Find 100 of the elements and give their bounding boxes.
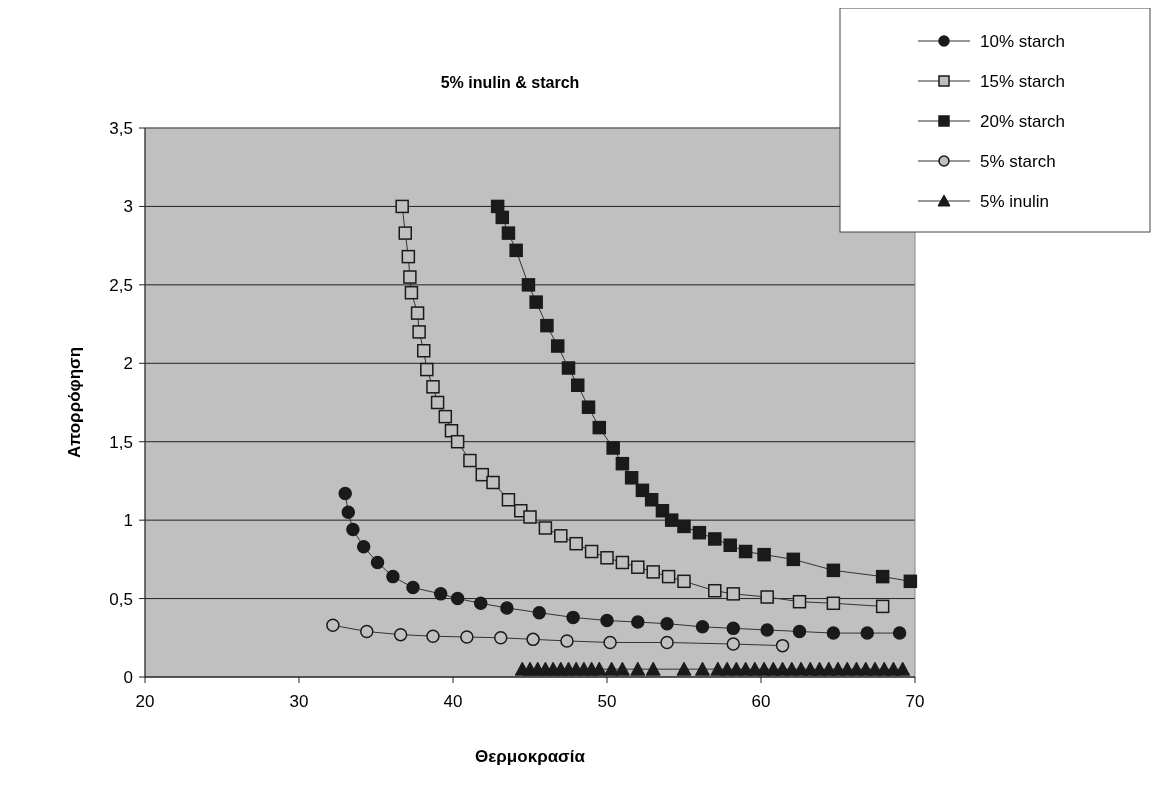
point	[416, 343, 431, 358]
point	[631, 560, 645, 574]
point	[356, 540, 371, 554]
x-tick-label: 70	[905, 692, 925, 711]
point	[875, 599, 890, 614]
point	[660, 635, 674, 650]
point	[726, 621, 741, 636]
point	[600, 551, 614, 565]
point	[860, 626, 875, 640]
point	[538, 521, 553, 535]
point	[591, 661, 607, 676]
point	[501, 493, 516, 507]
point	[584, 544, 599, 559]
point	[523, 510, 537, 524]
point	[460, 630, 474, 644]
x-tick-label: 60	[751, 692, 771, 711]
point	[661, 569, 676, 584]
point	[438, 409, 453, 424]
point	[569, 536, 583, 551]
point	[664, 513, 679, 527]
point	[775, 638, 790, 653]
legend-label: 5% starch	[980, 152, 1056, 171]
point	[630, 661, 646, 676]
point	[386, 569, 400, 584]
point	[412, 325, 426, 339]
point	[826, 626, 841, 640]
point	[529, 295, 543, 309]
point	[760, 623, 774, 637]
y-tick-label: 1,5	[109, 432, 133, 452]
legend-label: 10% starch	[980, 32, 1066, 51]
point	[370, 555, 385, 570]
point	[500, 601, 514, 615]
point	[493, 631, 508, 645]
x-tick-label: 30	[289, 692, 309, 711]
y-tick-label: 3,5	[109, 119, 133, 138]
point	[346, 522, 360, 537]
point	[646, 565, 660, 579]
point	[631, 615, 645, 629]
point	[495, 210, 510, 225]
point	[360, 624, 374, 639]
point	[760, 590, 774, 604]
point	[695, 620, 710, 634]
point	[410, 306, 425, 320]
point	[560, 634, 574, 648]
point	[895, 661, 911, 676]
point	[566, 610, 580, 625]
point	[786, 552, 801, 567]
point	[676, 661, 692, 676]
point	[420, 362, 434, 377]
point	[624, 471, 639, 485]
point	[426, 380, 440, 394]
point	[660, 616, 674, 631]
x-axis-title: Θερμοκρασία	[475, 747, 586, 766]
point	[501, 226, 516, 240]
point	[406, 580, 420, 595]
point	[692, 525, 707, 540]
point	[570, 378, 585, 392]
point	[738, 544, 753, 559]
point	[403, 270, 417, 284]
point	[554, 529, 568, 543]
point	[644, 493, 659, 507]
point	[600, 613, 614, 628]
point	[592, 420, 607, 435]
point	[395, 199, 409, 214]
legend-label: 5% inulin	[980, 192, 1049, 211]
point	[604, 661, 620, 676]
point	[521, 278, 536, 292]
point	[433, 587, 448, 601]
legend-label: 20% starch	[980, 112, 1066, 131]
point	[603, 635, 617, 650]
point	[561, 361, 576, 375]
point	[826, 596, 841, 611]
point	[401, 249, 416, 264]
y-tick-label: 2	[123, 354, 133, 374]
y-axis-title: Απορρόφηση	[65, 346, 84, 459]
point	[723, 538, 737, 552]
point	[526, 632, 540, 647]
point	[615, 555, 630, 570]
point	[463, 453, 477, 468]
point	[757, 547, 771, 562]
point	[826, 563, 841, 578]
x-tick-label: 50	[597, 692, 617, 711]
point	[614, 661, 630, 676]
point	[450, 434, 465, 449]
point	[509, 243, 523, 258]
point	[677, 574, 691, 589]
point	[338, 486, 352, 501]
point	[875, 569, 890, 584]
point	[792, 594, 807, 609]
point	[615, 456, 630, 471]
point	[341, 505, 356, 520]
point	[404, 285, 419, 300]
point	[540, 318, 554, 333]
point	[726, 637, 741, 651]
point	[792, 624, 807, 639]
point	[892, 626, 907, 640]
point	[430, 395, 445, 410]
x-tick-label: 40	[443, 692, 463, 711]
point	[532, 605, 546, 620]
point	[393, 627, 408, 642]
